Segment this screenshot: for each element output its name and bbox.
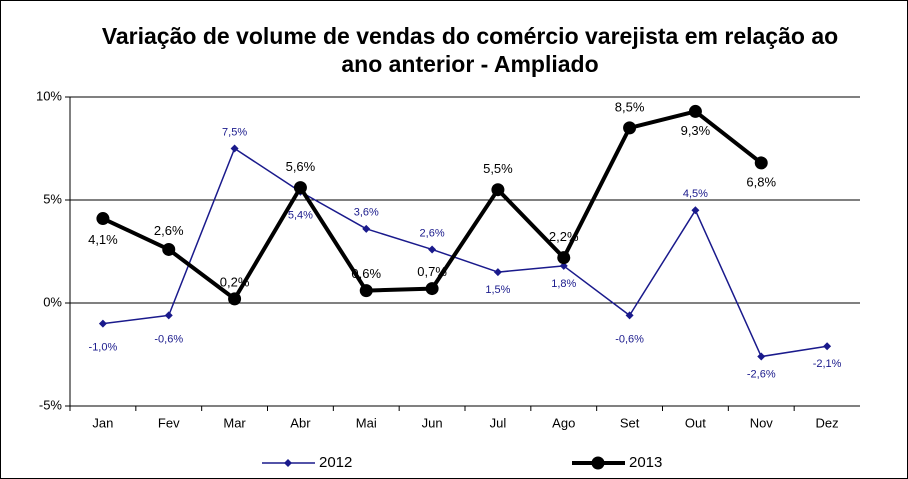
x-tick-label: Mar [223,415,246,430]
x-tick-label: Dez [816,415,839,430]
x-tick-label: Jan [92,415,113,430]
value-label: 3,6% [354,207,379,219]
value-label: 0,7% [417,264,447,279]
marker [823,342,832,351]
value-label: 5,4% [288,210,313,222]
x-tick-label: Set [620,415,640,430]
marker [428,245,437,254]
marker [359,284,373,298]
value-label: 8,5% [615,99,645,114]
x-tick-label: Nov [750,415,774,430]
marker [559,261,568,270]
marker [362,224,371,233]
value-label: 7,5% [222,126,247,138]
marker [625,311,634,320]
value-label: 2,6% [154,223,184,238]
x-tick-label: Ago [552,415,575,430]
value-label: -0,6% [615,333,644,345]
marker [96,212,110,226]
marker [425,282,439,296]
x-tick-label: Mai [356,415,377,430]
value-label: 1,8% [551,278,576,290]
value-label: -2,1% [813,358,842,370]
marker [491,183,505,197]
value-label: 5,5% [483,161,513,176]
marker [493,268,502,277]
marker [688,104,702,118]
marker [623,121,637,135]
value-label: 6,8% [746,174,776,189]
marker [164,311,173,320]
value-label: 9,3% [681,123,711,138]
x-tick-label: Abr [290,415,311,430]
value-label: 5,6% [286,159,316,174]
marker [98,319,107,328]
value-label: 0,6% [351,266,381,281]
x-tick-label: Jul [490,415,507,430]
x-tick-label: Out [685,415,706,430]
marker [293,181,307,195]
value-label: 0,2% [220,274,250,289]
value-label: -2,6% [747,368,776,380]
value-label: 1,5% [485,284,510,296]
x-tick-label: Fev [158,415,180,430]
legend-marker [284,459,292,467]
series-line [102,147,828,358]
y-tick-label: -5% [39,397,63,412]
value-label: 2,2% [549,229,579,244]
marker [230,144,239,153]
value-label: -0,6% [154,333,183,345]
y-tick-label: 10% [36,88,62,103]
y-tick-label: 0% [43,294,62,309]
chart-title: Variação de volume de vendas do comércio… [101,23,839,77]
value-label: 4,5% [683,188,708,200]
marker [691,206,700,215]
legend-label: 2013 [629,454,662,471]
marker [228,292,242,306]
legend-marker [591,456,605,470]
value-label: -1,0% [89,342,118,354]
legend-label: 2012 [319,454,352,471]
y-tick-label: 5% [43,191,62,206]
value-label: 2,6% [420,227,445,239]
marker [162,242,176,256]
marker [757,352,766,361]
value-label: 4,1% [88,232,118,247]
x-tick-label: Jun [422,415,443,430]
marker [754,156,768,170]
marker [557,251,571,265]
